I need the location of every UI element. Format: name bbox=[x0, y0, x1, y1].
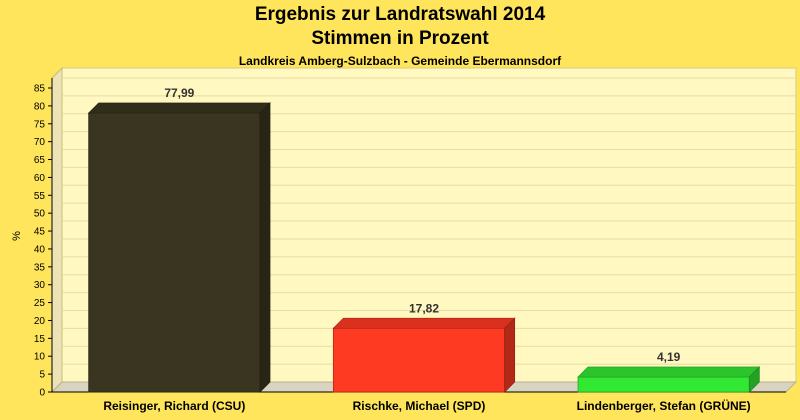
y-axis-label: % bbox=[11, 231, 23, 241]
bar-value-label: 4,19 bbox=[657, 350, 681, 364]
y-tick-label: 35 bbox=[34, 262, 46, 273]
y-tick-label: 80 bbox=[34, 101, 46, 112]
bar-side bbox=[748, 366, 760, 393]
x-tick-label: Reisinger, Richard (CSU) bbox=[103, 399, 245, 413]
y-tick-label: 25 bbox=[34, 298, 46, 309]
y-tick-label: 50 bbox=[34, 209, 46, 220]
y-tick-label: 10 bbox=[34, 352, 46, 363]
bar bbox=[88, 112, 261, 393]
y-tick-label: 70 bbox=[34, 137, 46, 148]
chart-subtitle: Stimmen in Prozent bbox=[311, 28, 489, 49]
x-tick-label: Rischke, Michael (SPD) bbox=[353, 399, 486, 413]
x-tick-label: Lindenberger, Stefan (GRÜNE) bbox=[577, 398, 751, 413]
y-tick-label: 30 bbox=[34, 280, 46, 291]
bar-value-label: 77,99 bbox=[164, 86, 194, 100]
chart-caption: Landkreis Amberg-Sulzbach - Gemeinde Ebe… bbox=[238, 54, 562, 68]
bar-side bbox=[259, 102, 271, 393]
y-tick-label: 0 bbox=[39, 388, 45, 399]
bar-side bbox=[504, 317, 516, 393]
bar bbox=[332, 327, 506, 393]
y-tick-label: 65 bbox=[34, 155, 46, 166]
y-tick-label: 85 bbox=[34, 84, 46, 95]
y-tick-label: 75 bbox=[34, 119, 46, 130]
y-tick-label: 45 bbox=[34, 227, 46, 238]
y-tick-label: 40 bbox=[34, 244, 46, 255]
bar-value-label: 17,82 bbox=[409, 301, 439, 315]
y-tick-label: 20 bbox=[34, 316, 46, 327]
y-tick-label: 55 bbox=[34, 191, 46, 202]
chart-title: Ergebnis zur Landratswahl 2014 bbox=[254, 4, 546, 25]
bar-top bbox=[577, 366, 761, 378]
y-tick-label: 60 bbox=[34, 173, 46, 184]
y-tick-label: 15 bbox=[34, 334, 46, 345]
bar bbox=[577, 376, 750, 393]
bar-top bbox=[87, 102, 271, 114]
bar-top bbox=[332, 317, 516, 329]
plot-side-wall bbox=[51, 66, 63, 394]
y-tick-label: 5 bbox=[39, 370, 45, 381]
